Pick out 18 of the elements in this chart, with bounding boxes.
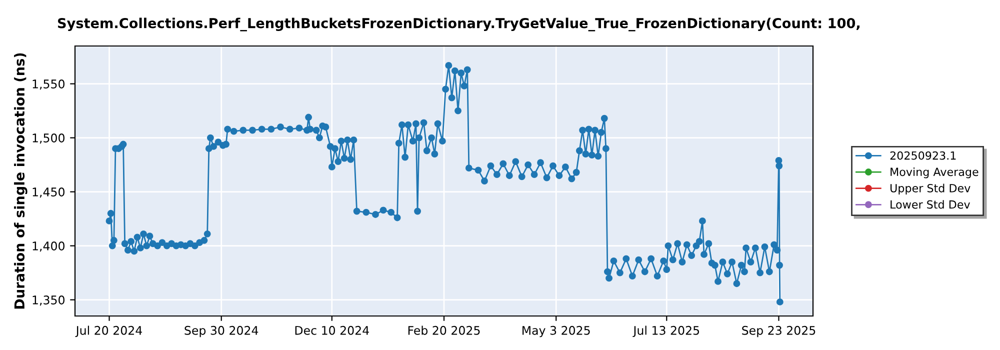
legend-label: Upper Std Dev [890,184,970,195]
legend-label: 20250923.1 [890,151,956,160]
chart-title: System.Collections.Perf_LengthBucketsFrozenDictionary.TryGetValue_True_FrozenDictionary(Count: 100, [58,18,860,32]
x-tick-label: May 3 2025 [522,326,590,338]
legend-label: Moving Average [890,167,978,178]
x-tick-label: Jul 13 2025 [632,326,700,338]
y-tick-label: 1,400 [32,242,64,252]
y-tick-label: 1,500 [32,134,64,144]
x-tick-label: Sep 23 2025 [742,326,816,338]
y-tick-label: 1,450 [32,188,64,198]
x-tick-label: Jul 20 2024 [75,326,142,338]
x-tick-label: Sep 30 2024 [184,326,258,338]
x-tick-label: Feb 20 2025 [408,326,480,335]
y-tick-label: 1,550 [32,80,64,90]
y-axis-title: Duration of single invocation (ns) [14,53,28,309]
x-tick-label: Dec 10 2024 [295,326,369,335]
legend-label: Lower Std Dev [890,200,970,209]
y-tick-label: 1,350 [32,296,64,306]
